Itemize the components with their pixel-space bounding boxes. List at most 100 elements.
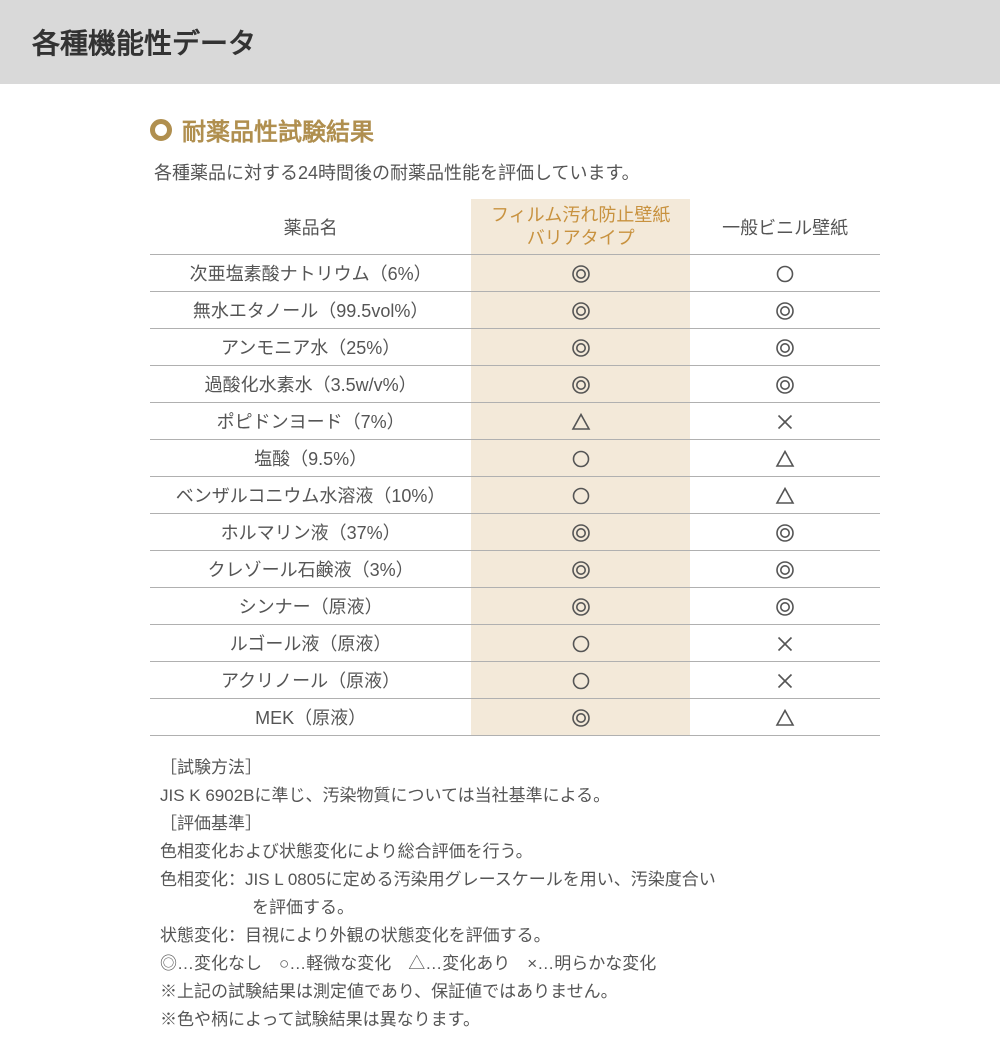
cell-name: 過酸化水素水（3.5w/v%）	[150, 366, 471, 403]
table-row: 過酸化水素水（3.5w/v%）	[150, 366, 880, 403]
col-header-a: フィルム汚れ防止壁紙 バリアタイプ	[471, 199, 690, 255]
cross-icon	[776, 413, 794, 431]
col-header-name: 薬品名	[150, 199, 471, 255]
double-circle-icon	[571, 375, 591, 395]
double-circle-icon	[775, 523, 795, 543]
section-title: 耐薬品性試験結果	[182, 112, 374, 147]
page-header: 各種機能性データ	[0, 0, 1000, 84]
circle-icon	[775, 264, 795, 284]
cell-b	[690, 366, 880, 403]
cell-a	[471, 255, 690, 292]
table-row: MEK（原液）	[150, 699, 880, 736]
section-subtitle: 各種薬品に対する24時間後の耐薬品性能を評価しています。	[154, 159, 880, 185]
double-circle-icon	[775, 597, 795, 617]
note-line: ［評価基準］	[160, 810, 880, 838]
page-title: 各種機能性データ	[32, 28, 256, 59]
circle-icon	[571, 449, 591, 469]
col-header-b: 一般ビニル壁紙	[690, 199, 880, 255]
table-row: シンナー（原液）	[150, 588, 880, 625]
cell-b	[690, 255, 880, 292]
circle-icon	[571, 634, 591, 654]
cell-name: ポピドンヨード（7%）	[150, 403, 471, 440]
triangle-icon	[571, 412, 591, 432]
cell-a	[471, 292, 690, 329]
cell-b	[690, 292, 880, 329]
section-title-row: 耐薬品性試験結果	[150, 112, 880, 147]
note-line: ※上記の試験結果は測定値であり、保証値ではありません。	[160, 978, 880, 1006]
cell-name: 無水エタノール（99.5vol%）	[150, 292, 471, 329]
cell-a	[471, 551, 690, 588]
double-circle-icon	[775, 338, 795, 358]
double-circle-icon	[571, 338, 591, 358]
table-row: ルゴール液（原液）	[150, 625, 880, 662]
double-circle-icon	[571, 264, 591, 284]
table-row: アクリノール（原液）	[150, 662, 880, 699]
circle-icon	[571, 486, 591, 506]
results-table: 薬品名 フィルム汚れ防止壁紙 バリアタイプ 一般ビニル壁紙 次亜塩素酸ナトリウム…	[150, 199, 880, 736]
cell-name: ルゴール液（原液）	[150, 625, 471, 662]
cell-b	[690, 440, 880, 477]
table-row: 塩酸（9.5%）	[150, 440, 880, 477]
cell-a	[471, 440, 690, 477]
cross-icon	[776, 635, 794, 653]
circle-icon	[571, 671, 591, 691]
cross-icon	[776, 672, 794, 690]
double-circle-icon	[571, 560, 591, 580]
cell-b	[690, 662, 880, 699]
notes-block: ［試験方法］ JIS K 6902Bに準じ、汚染物質については当社基準による。 …	[150, 754, 880, 1034]
table-row: ベンザルコニウム水溶液（10%）	[150, 477, 880, 514]
double-circle-icon	[571, 301, 591, 321]
double-circle-icon	[775, 375, 795, 395]
cell-a	[471, 329, 690, 366]
table-row: 次亜塩素酸ナトリウム（6%）	[150, 255, 880, 292]
cell-name: クレゾール石鹸液（3%）	[150, 551, 471, 588]
cell-b	[690, 403, 880, 440]
double-circle-icon	[775, 301, 795, 321]
cell-a	[471, 662, 690, 699]
cell-b	[690, 329, 880, 366]
table-row: クレゾール石鹸液（3%）	[150, 551, 880, 588]
note-line: 色相変化および状態変化により総合評価を行う。	[160, 838, 880, 866]
cell-a	[471, 625, 690, 662]
bullet-icon	[150, 119, 172, 141]
table-header-row: 薬品名 フィルム汚れ防止壁紙 バリアタイプ 一般ビニル壁紙	[150, 199, 880, 255]
cell-b	[690, 625, 880, 662]
cell-name: ホルマリン液（37%）	[150, 514, 471, 551]
triangle-icon	[775, 708, 795, 728]
table-row: ホルマリン液（37%）	[150, 514, 880, 551]
note-line: ◎…変化なし ○…軽微な変化 △…変化あり ×…明らかな変化	[160, 950, 880, 978]
cell-name: MEK（原液）	[150, 699, 471, 736]
cell-b	[690, 588, 880, 625]
note-line: 色相変化：JIS L 0805に定める汚染用グレースケールを用い、汚染度合い	[160, 866, 880, 894]
double-circle-icon	[571, 597, 591, 617]
table-row: アンモニア水（25%）	[150, 329, 880, 366]
table-row: ポピドンヨード（7%）	[150, 403, 880, 440]
cell-name: 塩酸（9.5%）	[150, 440, 471, 477]
cell-name: アクリノール（原液）	[150, 662, 471, 699]
note-line: 状態変化：目視により外観の状態変化を評価する。	[160, 922, 880, 950]
note-line: を評価する。	[160, 894, 880, 922]
double-circle-icon	[571, 523, 591, 543]
table-row: 無水エタノール（99.5vol%）	[150, 292, 880, 329]
cell-a	[471, 514, 690, 551]
cell-name: ベンザルコニウム水溶液（10%）	[150, 477, 471, 514]
note-line: ※色や柄によって試験結果は異なります。	[160, 1006, 880, 1034]
cell-name: 次亜塩素酸ナトリウム（6%）	[150, 255, 471, 292]
note-line: JIS K 6902Bに準じ、汚染物質については当社基準による。	[160, 782, 880, 810]
triangle-icon	[775, 486, 795, 506]
cell-name: アンモニア水（25%）	[150, 329, 471, 366]
double-circle-icon	[571, 708, 591, 728]
cell-b	[690, 551, 880, 588]
note-line: ［試験方法］	[160, 754, 880, 782]
double-circle-icon	[775, 560, 795, 580]
cell-name: シンナー（原液）	[150, 588, 471, 625]
cell-b	[690, 477, 880, 514]
cell-b	[690, 699, 880, 736]
triangle-icon	[775, 449, 795, 469]
cell-a	[471, 403, 690, 440]
cell-a	[471, 477, 690, 514]
cell-a	[471, 588, 690, 625]
cell-a	[471, 366, 690, 403]
content-area: 耐薬品性試験結果 各種薬品に対する24時間後の耐薬品性能を評価しています。 薬品…	[0, 84, 1000, 1054]
cell-b	[690, 514, 880, 551]
